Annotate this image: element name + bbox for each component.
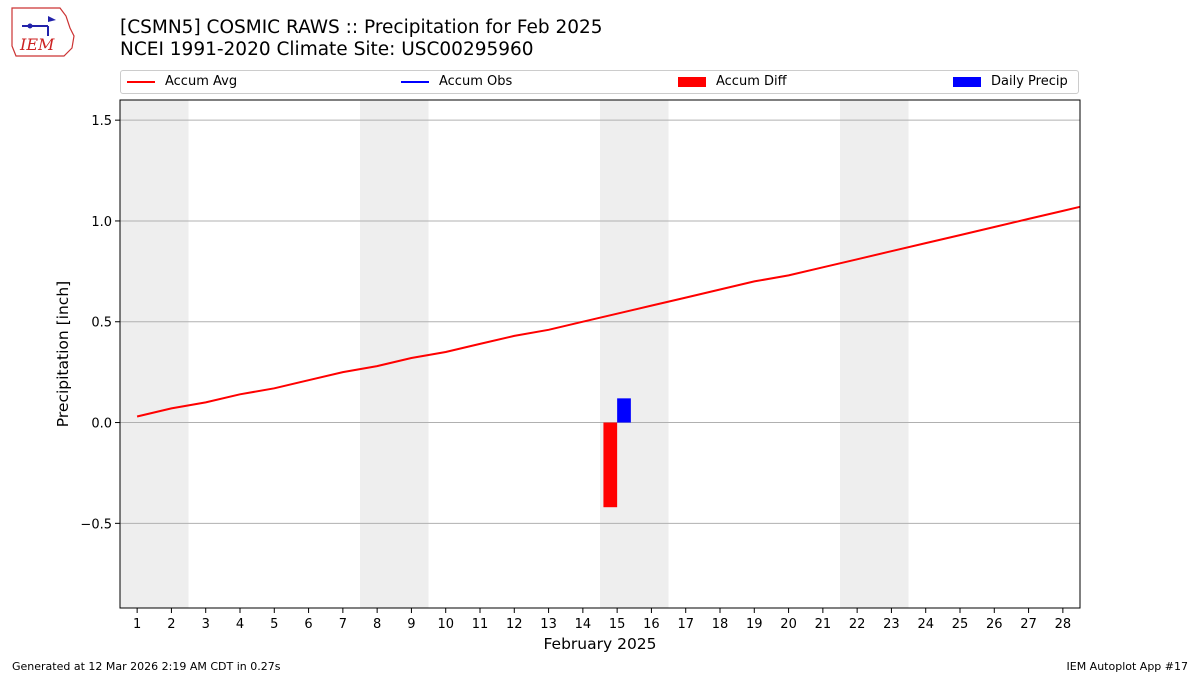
x-tick-label: 21 (815, 617, 832, 632)
bar-daily-precip (617, 398, 631, 423)
x-tick-label: 22 (849, 617, 866, 632)
x-tick-label: 18 (712, 617, 729, 632)
x-tick-label: 11 (472, 617, 489, 632)
x-tick-label: 23 (883, 617, 900, 632)
legend-item-accum-obs: Accum Obs (401, 74, 512, 90)
x-tick-label: 20 (780, 617, 797, 632)
x-tick-label: 19 (746, 617, 763, 632)
chart-title: [CSMN5] COSMIC RAWS :: Precipitation for… (120, 17, 603, 38)
x-tick-label: 13 (540, 617, 557, 632)
iem-logo-icon: IEM (11, 7, 75, 57)
legend-swatch (953, 76, 981, 87)
x-tick-label: 17 (677, 617, 694, 632)
weekend-shade (600, 100, 669, 608)
x-tick-label: 2 (167, 617, 175, 632)
x-tick-label: 25 (952, 617, 969, 632)
x-tick-label: 4 (236, 617, 244, 632)
x-tick-label: 15 (609, 617, 626, 632)
x-tick-label: 16 (643, 617, 660, 632)
y-tick-label: 1.0 (91, 215, 112, 230)
x-tick-label: 3 (202, 617, 210, 632)
legend-label: Daily Precip (991, 74, 1068, 89)
x-axis-label: February 2025 (543, 635, 656, 653)
legend-swatch (127, 80, 155, 83)
x-tick-label: 1 (133, 617, 141, 632)
x-tick-label: 6 (304, 617, 312, 632)
x-tick-label: 9 (407, 617, 415, 632)
legend-label: Accum Diff (716, 74, 787, 89)
legend-swatch (678, 76, 706, 87)
x-tick-label: 14 (575, 617, 592, 632)
y-axis-label: Precipitation [inch] (54, 281, 72, 427)
legend-item-accum-avg: Accum Avg (127, 74, 237, 90)
weekend-shade (120, 100, 189, 608)
y-tick-label: 0.0 (91, 417, 112, 432)
series-line-accum-avg (136, 205, 1081, 418)
bar-accum-diff (603, 422, 618, 508)
y-tick-label: 1.5 (91, 114, 112, 129)
y-tick-label: 0.5 (91, 316, 112, 331)
chart-legend: Accum Avg Accum Obs Accum Diff Daily Pre… (120, 70, 1079, 94)
x-tick-label: 24 (917, 617, 934, 632)
x-tick-label: 8 (373, 617, 381, 632)
legend-label: Accum Avg (165, 74, 238, 89)
autoplot-app-id: IEM Autoplot App #17 (1066, 660, 1189, 673)
legend-swatch (401, 80, 429, 83)
x-tick-label: 12 (506, 617, 523, 632)
plot-frame (119, 99, 1081, 609)
logo-text: IEM (19, 35, 55, 54)
x-tick-label: 10 (437, 617, 454, 632)
y-tick-label: −0.5 (80, 517, 112, 532)
generated-timestamp: Generated at 12 Mar 2026 2:19 AM CDT in … (12, 660, 281, 673)
chart-subtitle: NCEI 1991-2020 Climate Site: USC00295960 (120, 39, 534, 60)
weekend-shade (360, 100, 429, 608)
legend-item-accum-diff: Accum Diff (678, 74, 787, 90)
x-tick-label: 27 (1020, 617, 1037, 632)
legend-label: Accum Obs (439, 74, 513, 89)
weekend-shade (840, 100, 909, 608)
x-tick-label: 28 (1055, 617, 1072, 632)
x-tick-label: 7 (339, 617, 347, 632)
x-tick-label: 26 (986, 617, 1003, 632)
x-tick-label: 5 (270, 617, 278, 632)
legend-item-daily-precip: Daily Precip (953, 74, 1068, 90)
